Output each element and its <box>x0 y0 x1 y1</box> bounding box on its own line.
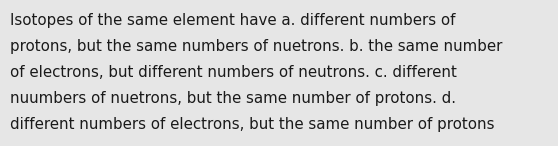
Text: Isotopes of the same element have a. different numbers of: Isotopes of the same element have a. dif… <box>10 13 455 28</box>
Text: different numbers of electrons, but the same number of protons: different numbers of electrons, but the … <box>10 117 494 132</box>
Text: nuumbers of nuetrons, but the same number of protons. d.: nuumbers of nuetrons, but the same numbe… <box>10 91 456 106</box>
Text: of electrons, but different numbers of neutrons. c. different: of electrons, but different numbers of n… <box>10 65 457 80</box>
Text: protons, but the same numbers of nuetrons. b. the same number: protons, but the same numbers of nuetron… <box>10 39 502 54</box>
